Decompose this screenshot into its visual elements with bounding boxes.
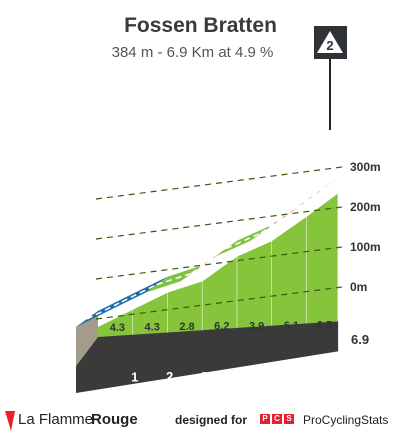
- ribbon-centerline-1: [86, 301, 123, 320]
- climb-title: Fossen Bratten: [124, 14, 277, 37]
- ribbon-centerline-5: [225, 232, 262, 250]
- profile-side-4: [202, 256, 238, 336]
- km-tick-label-1: 1: [131, 370, 138, 385]
- ribbon-centerline-4: [190, 247, 227, 275]
- gridline-100: [95, 246, 343, 280]
- gradient-label-4: 6.2: [214, 321, 229, 333]
- km-tick-label-6.9: 6.9: [351, 332, 369, 347]
- category-badge-label: 2: [326, 38, 333, 53]
- ribbon-centerline-2: [121, 283, 157, 303]
- gradient-label-2: 4.3: [145, 321, 160, 333]
- gradient-label-1: 4.3: [110, 322, 125, 334]
- profile-side-1: [98, 309, 133, 337]
- start-wall: [76, 311, 98, 366]
- ribbon-centerline-6: [260, 207, 297, 234]
- gradient-label-6: 6.1: [284, 320, 299, 332]
- base-band: [76, 321, 339, 393]
- profile-side-3: [167, 281, 203, 337]
- climb-subtitle: 384 m - 6.9 Km at 4.9 %: [111, 44, 274, 61]
- y-tick-label-0: 0m: [350, 280, 367, 294]
- km-tick-label-2: 2: [166, 369, 173, 384]
- top-ribbon-2: [110, 276, 168, 310]
- top-ribbon-1: [76, 293, 133, 327]
- brand-la-flamme: La Flamme: [18, 411, 94, 428]
- gridline-200: [95, 206, 343, 240]
- gridline-300: [95, 166, 343, 200]
- pcs-logo-letter-s: S: [284, 414, 294, 424]
- designed-for-label: designed for: [175, 413, 248, 427]
- pcs-logo-letter-p: P: [260, 414, 270, 424]
- km-tick-label-6: 6: [305, 368, 312, 383]
- top-ribbon-3: [145, 265, 203, 293]
- profile-side-2: [132, 292, 168, 337]
- profile-side-5: [237, 241, 272, 336]
- gradient-label-7: 6.5: [317, 320, 332, 332]
- ribbon-centerline-3: [156, 272, 192, 286]
- y-tick-label-200: 200m: [350, 200, 381, 214]
- brand-rouge: Rouge: [91, 411, 138, 428]
- category-triangle-icon: [317, 31, 343, 53]
- profile-side-6: [272, 216, 307, 336]
- flamme-rouge-logo-icon: [5, 411, 15, 431]
- gradient-label-3: 2.8: [179, 321, 194, 333]
- km-tick-label-4: 4: [236, 368, 244, 383]
- procyclingstats-name: ProCyclingStats: [303, 413, 389, 427]
- footer: La Flamme Rouge designed for P C S ProCy…: [0, 404, 405, 439]
- gradient-label-5: 3.9: [249, 320, 264, 332]
- km-tick-label-3: 3: [201, 369, 208, 384]
- pcs-logo-letter-c: C: [272, 414, 282, 424]
- y-tick-label-300: 300m: [350, 160, 381, 174]
- gridline-0: [95, 286, 343, 320]
- ribbon-centerline-7: [295, 184, 328, 210]
- y-tick-label-100: 100m: [350, 240, 381, 254]
- km-tick-label-5: 5: [270, 368, 277, 383]
- profile-side-7: [306, 193, 339, 335]
- top-ribbon-5: [215, 225, 272, 257]
